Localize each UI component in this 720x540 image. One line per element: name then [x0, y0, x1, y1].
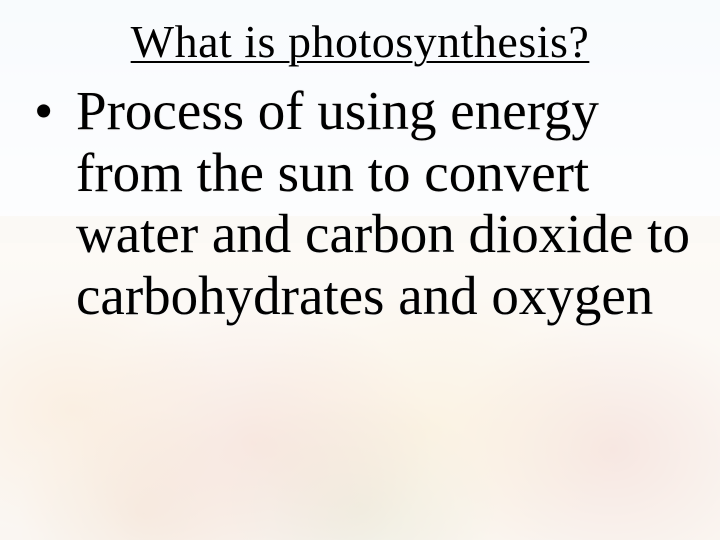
- slide-content: What is photosynthesis? Process of using…: [0, 0, 720, 540]
- bullet-item: Process of using energy from the sun to …: [76, 80, 690, 326]
- slide-title: What is photosynthesis?: [30, 18, 690, 66]
- bullet-list: Process of using energy from the sun to …: [30, 80, 690, 326]
